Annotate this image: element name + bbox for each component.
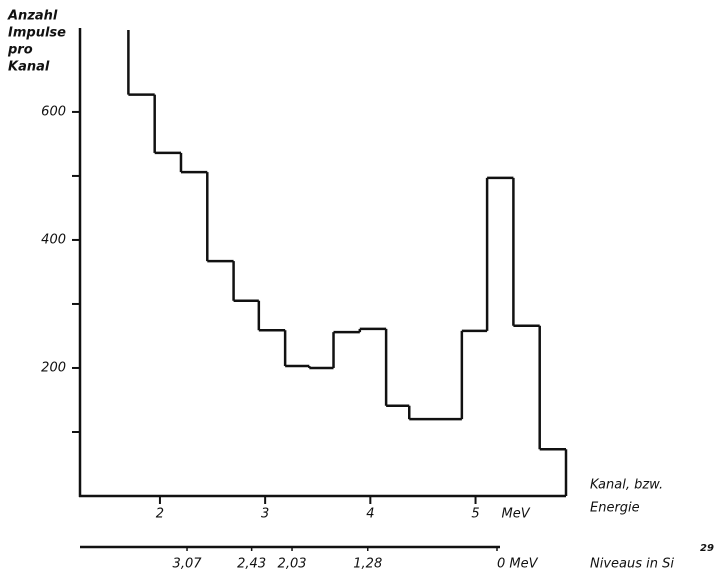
y-axis-label: Anzahl xyxy=(7,9,58,24)
y-tick-label: 200 xyxy=(41,360,66,375)
x2-tick-label: 1,28 xyxy=(353,557,382,572)
x-tick-label: 5 xyxy=(471,507,479,522)
x-tick-label: 4 xyxy=(366,507,374,522)
x2-tick-label: 2,03 xyxy=(278,557,307,572)
y-tick-label: 400 xyxy=(41,232,66,247)
x2-tick-label: 0 MeV xyxy=(497,557,539,572)
x-tick-label: 3 xyxy=(261,507,269,522)
x2-tick-label: 2,43 xyxy=(237,557,266,572)
x-axis-label: Energie xyxy=(590,501,640,516)
y-tick-label: 600 xyxy=(41,104,66,119)
x-unit: MeV xyxy=(502,507,531,522)
x2-tick-label: 3,07 xyxy=(173,557,203,572)
x-axis-label: Kanal, bzw. xyxy=(590,478,663,493)
x2-axis-label-superscript: 29 xyxy=(700,543,714,554)
x-tick-label: 2 xyxy=(156,507,164,522)
y-axis-label: Impulse xyxy=(8,26,66,41)
y-axis-label: pro xyxy=(7,43,33,58)
y-axis-label: Kanal xyxy=(8,60,50,75)
x2-axis-label: Niveaus in Si xyxy=(590,557,674,572)
